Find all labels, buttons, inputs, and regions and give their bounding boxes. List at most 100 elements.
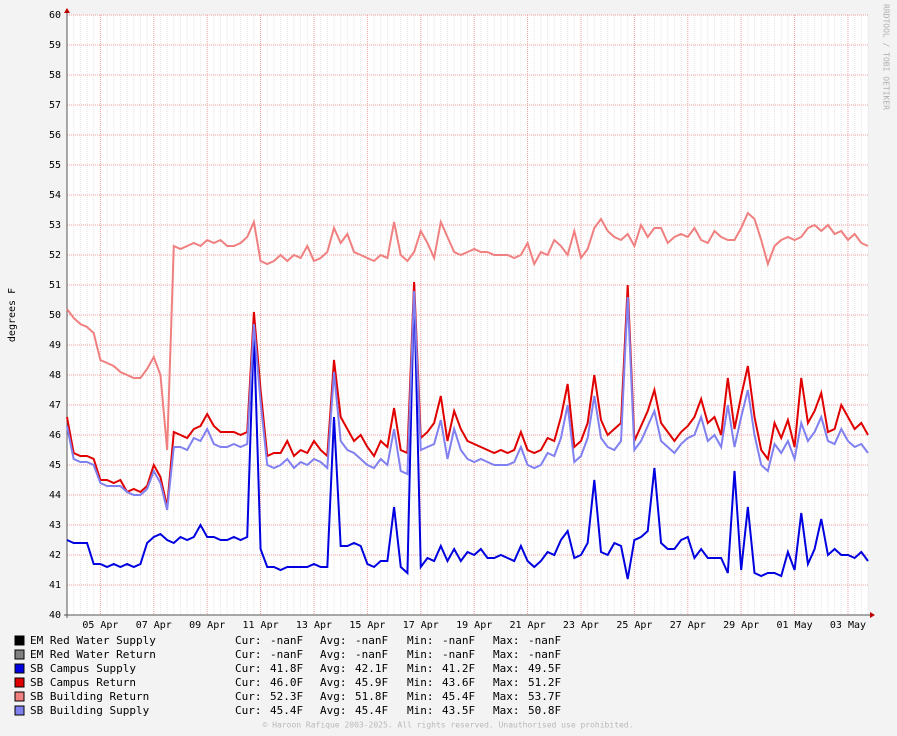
legend-label: EM Red Water Return [30, 648, 156, 661]
y-tick-label: 49 [49, 340, 61, 351]
legend-stat-value: 45.9F [355, 676, 388, 689]
x-tick-label: 17 Apr [403, 620, 439, 631]
y-tick-label: 58 [49, 70, 61, 81]
legend-stat-label: Max: [493, 648, 520, 661]
y-tick-label: 45 [49, 460, 61, 471]
legend-swatch [14, 705, 25, 716]
legend-stat-label: Max: [493, 634, 520, 647]
y-tick-label: 56 [49, 130, 61, 141]
legend-stat-value: -nanF [528, 634, 561, 647]
legend-stat-value: -nanF [442, 648, 475, 661]
legend-stat-label: Max: [493, 690, 520, 703]
y-axis-label: degrees F [7, 288, 18, 342]
legend-stat-label: Min: [407, 676, 434, 689]
legend-stat-label: Avg: [320, 690, 347, 703]
legend-stat-label: Cur: [235, 648, 262, 661]
y-tick-label: 47 [49, 400, 61, 411]
legend-stat-label: Min: [407, 704, 434, 717]
x-tick-label: 05 Apr [82, 620, 118, 631]
legend-stat-label: Avg: [320, 648, 347, 661]
legend-stat-value: 45.4F [270, 704, 303, 717]
y-tick-label: 41 [49, 580, 61, 591]
x-tick-label: 11 Apr [243, 620, 279, 631]
x-tick-label: 23 Apr [563, 620, 599, 631]
legend-stat-value: 51.2F [528, 676, 561, 689]
legend-stat-value: 52.3F [270, 690, 303, 703]
x-tick-label: 25 Apr [616, 620, 652, 631]
legend-stat-label: Max: [493, 676, 520, 689]
legend-stat-value: 50.8F [528, 704, 561, 717]
legend-stat-value: 53.7F [528, 690, 561, 703]
legend-stat-value: 43.6F [442, 676, 475, 689]
series-line [66, 284, 869, 580]
legend-stat-value: 42.1F [355, 662, 388, 675]
x-axis-arrow [870, 612, 875, 618]
legend-label: SB Campus Supply [30, 662, 136, 675]
legend-stat-label: Min: [407, 648, 434, 661]
y-tick-label: 46 [49, 430, 61, 441]
legend-stat-label: Cur: [235, 676, 262, 689]
legend-stat-value: 41.8F [270, 662, 303, 675]
legend-stat-label: Avg: [320, 662, 347, 675]
y-tick-label: 57 [49, 100, 61, 111]
legend-stat-label: Avg: [320, 704, 347, 717]
legend-stat-value: 45.4F [442, 690, 475, 703]
x-tick-label: 21 Apr [510, 620, 546, 631]
legend-stat-value: -nanF [355, 648, 388, 661]
y-tick-label: 60 [49, 10, 61, 21]
legend-stat-label: Min: [407, 634, 434, 647]
x-tick-label: 19 Apr [456, 620, 492, 631]
legend-swatch [14, 691, 25, 702]
x-tick-label: 01 May [777, 620, 813, 631]
legend-stat-label: Max: [493, 704, 520, 717]
legend-stat-label: Cur: [235, 690, 262, 703]
legend-label: SB Building Return [30, 690, 149, 703]
legend-label: SB Building Supply [30, 704, 150, 717]
x-tick-label: 03 May [830, 620, 866, 631]
y-tick-label: 48 [49, 370, 61, 381]
legend-stat-label: Avg: [320, 676, 347, 689]
legend-stat-label: Avg: [320, 634, 347, 647]
y-axis-arrow [64, 8, 70, 13]
series-line [66, 281, 869, 508]
y-tick-label: 59 [49, 40, 61, 51]
legend-stat-label: Min: [407, 690, 434, 703]
x-tick-label: 27 Apr [670, 620, 706, 631]
y-tick-label: 53 [49, 220, 61, 231]
y-tick-label: 50 [49, 310, 61, 321]
y-tick-label: 51 [49, 280, 61, 291]
legend-stat-label: Max: [493, 662, 520, 675]
legend-swatch [14, 663, 25, 674]
footer: © Haroon Rafique 2003-2025. All rights r… [263, 721, 634, 730]
legend-stat-value: 49.5F [528, 662, 561, 675]
x-tick-label: 09 Apr [189, 620, 225, 631]
y-tick-label: 43 [49, 520, 61, 531]
legend-stat-value: 43.5F [442, 704, 475, 717]
legend-stat-label: Cur: [235, 662, 262, 675]
legend-stat-value: 51.8F [355, 690, 388, 703]
legend-stat-label: Cur: [235, 634, 262, 647]
x-tick-label: 13 Apr [296, 620, 332, 631]
legend-stat-value: 46.0F [270, 676, 303, 689]
legend-swatch [14, 635, 25, 646]
series-line [66, 211, 869, 451]
x-tick-label: 07 Apr [136, 620, 172, 631]
series-line [66, 290, 869, 511]
y-tick-label: 55 [49, 160, 61, 171]
legend-swatch [14, 677, 25, 688]
legend-stat-value: -nanF [355, 634, 388, 647]
legend-stat-value: 41.2F [442, 662, 475, 675]
y-tick-label: 44 [49, 490, 61, 501]
legend-stat-label: Cur: [235, 704, 262, 717]
x-tick-label: 29 Apr [723, 620, 759, 631]
y-tick-label: 40 [49, 610, 61, 621]
legend-swatch [14, 649, 25, 660]
watermark: RRDTOOL / TOBI OETIKER [882, 4, 891, 110]
y-tick-label: 54 [49, 190, 61, 201]
legend-stat-value: -nanF [270, 648, 303, 661]
legend-stat-value: -nanF [528, 648, 561, 661]
y-tick-label: 42 [49, 550, 61, 561]
legend-stat-value: -nanF [442, 634, 475, 647]
